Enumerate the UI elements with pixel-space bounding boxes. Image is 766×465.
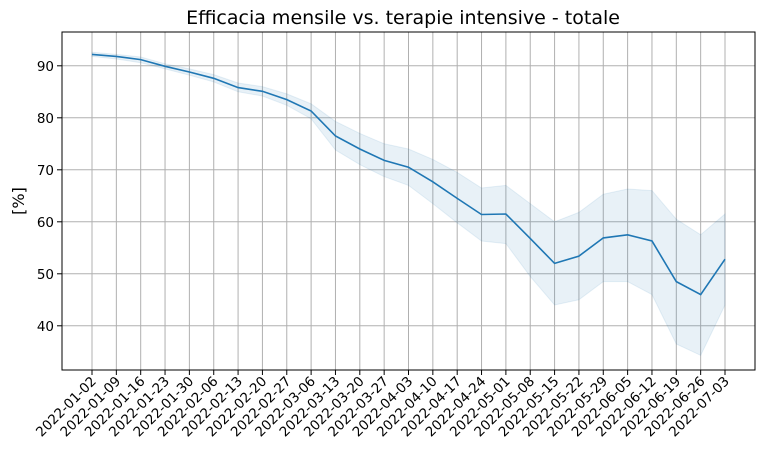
y-tick-label: 40 xyxy=(37,319,54,335)
x-axis: 2022-01-022022-01-092022-01-162022-01-23… xyxy=(33,370,733,440)
confidence-band xyxy=(91,51,726,357)
y-tick-label: 60 xyxy=(37,215,54,231)
grid xyxy=(62,32,755,370)
chart-title: Efficacia mensile vs. terapie intensive … xyxy=(186,7,620,29)
series-line-layer xyxy=(91,53,726,296)
y-tick-label: 80 xyxy=(37,111,54,127)
y-axis-label: [%] xyxy=(9,187,28,215)
y-tick-label: 90 xyxy=(37,59,54,75)
y-tick-label: 70 xyxy=(37,163,54,179)
y-axis: 40 50 60 70 80 90 xyxy=(37,59,62,335)
series-line xyxy=(91,53,726,296)
y-tick-label: 50 xyxy=(37,267,54,283)
confidence-band-layer xyxy=(91,51,726,357)
